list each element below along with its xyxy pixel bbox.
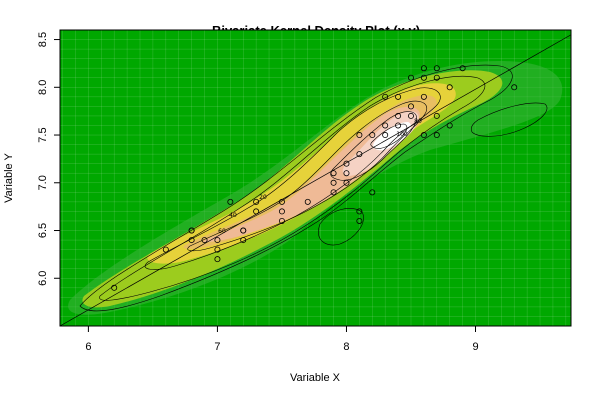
data-point: [253, 198, 260, 205]
density-level-5: [203, 106, 420, 243]
data-point: [395, 93, 402, 100]
data-point: [356, 208, 363, 215]
data-point: [356, 132, 363, 139]
data-point: [382, 122, 389, 129]
data-points: [111, 65, 518, 291]
data-point: [240, 227, 247, 234]
data-point: [382, 132, 389, 139]
data-point: [240, 237, 247, 244]
data-point: [420, 93, 427, 100]
data-point: [214, 237, 221, 244]
contour-40: [144, 87, 441, 270]
y-tick-label: 7.5: [37, 127, 49, 142]
regression-line: [60, 34, 571, 326]
contour-lines: [79, 64, 548, 312]
contour-20: [99, 76, 486, 301]
data-point: [330, 189, 337, 196]
data-point: [395, 112, 402, 119]
data-point: [407, 112, 414, 119]
contour-outer: [79, 64, 513, 312]
data-point: [304, 198, 311, 205]
x-axis-label: Variable X: [290, 372, 341, 384]
contour-80: [330, 111, 417, 181]
data-point: [188, 227, 195, 234]
data-point: [343, 160, 350, 167]
data-point: [111, 284, 118, 291]
data-point: [278, 208, 285, 215]
data-point: [446, 84, 453, 91]
contour-label-60: 60: [218, 228, 226, 235]
y-tick-label: 8.0: [37, 80, 49, 95]
contour-label-80: 80: [414, 118, 422, 125]
data-point: [278, 198, 285, 205]
y-tick-label: 8.5: [37, 32, 49, 47]
x-tick-label: 7: [214, 341, 220, 353]
data-point: [433, 132, 440, 139]
contour-label-20: 20: [259, 194, 267, 201]
data-point: [188, 237, 195, 244]
data-point: [433, 74, 440, 81]
contour-100: [370, 123, 408, 149]
data-point: [459, 65, 466, 72]
data-point: [433, 112, 440, 119]
contour-labels: 20 60 40 100 80: [218, 118, 422, 235]
data-point: [407, 74, 414, 81]
data-point: [356, 151, 363, 158]
contour-60: [187, 100, 428, 252]
contour-label-100: 100: [396, 131, 408, 138]
data-point: [253, 208, 260, 215]
x-tick-label: 9: [472, 341, 478, 353]
y-tick-label: 6.0: [37, 271, 49, 286]
data-point: [201, 237, 208, 244]
contour-label-40: 40: [229, 212, 237, 219]
data-point: [343, 179, 350, 186]
data-point: [407, 103, 414, 110]
data-point: [420, 65, 427, 72]
density-peak: [373, 122, 411, 151]
y-tick-label: 7.0: [37, 175, 49, 190]
data-point: [330, 179, 337, 186]
x-tick-label: 8: [343, 341, 349, 353]
contour-island-a: [318, 208, 364, 246]
data-point: [343, 170, 350, 177]
data-point: [369, 189, 376, 196]
data-point: [227, 198, 234, 205]
data-point: [395, 122, 402, 129]
data-point: [214, 246, 221, 253]
data-point: [420, 74, 427, 81]
data-point: [162, 246, 169, 253]
data-point: [278, 217, 285, 224]
data-point: [214, 256, 221, 263]
data-point: [382, 93, 389, 100]
contour-island-b: [470, 102, 548, 137]
data-point: [356, 217, 363, 224]
data-point: [446, 122, 453, 129]
x-tick-label: 6: [85, 341, 91, 353]
y-axis: 6.0 6.5 7.0 7.5 8.0 8.5: [37, 32, 61, 286]
data-point: [420, 132, 427, 139]
y-axis-label: Variable Y: [3, 152, 15, 202]
data-point: [369, 132, 376, 139]
data-point: [511, 84, 518, 91]
data-point: [433, 65, 440, 72]
y-tick-label: 6.5: [37, 223, 49, 238]
data-point: [330, 170, 337, 177]
x-axis: 6 7 8 9: [85, 325, 479, 353]
